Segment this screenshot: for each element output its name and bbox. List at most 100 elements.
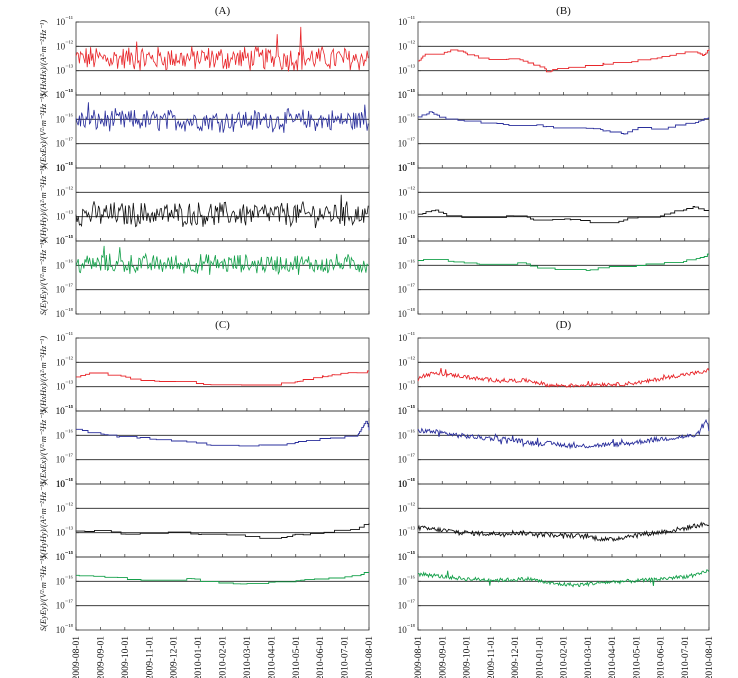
tick-exponent: ⁻¹⁶	[407, 574, 416, 582]
tick-exponent: ⁻¹⁶	[65, 574, 74, 582]
tick-exponent: ⁻¹⁷	[407, 453, 416, 461]
xtick-label: 2010-07-01	[681, 636, 691, 678]
tick-base: 10	[56, 406, 66, 416]
xtick-label: 2010-06-01	[316, 636, 326, 678]
ytick-label: 10⁻¹⁵	[56, 550, 74, 562]
xtick-label: 2010-05-01	[292, 636, 302, 678]
tick-base: 10	[398, 552, 408, 562]
ytick-label: 10⁻¹³	[56, 64, 73, 76]
tick-exponent: ⁻¹⁷	[407, 283, 416, 291]
ytick-label: 10⁻¹¹	[56, 15, 73, 27]
ytick-label: 10⁻¹²	[398, 355, 415, 367]
tick-base: 10	[56, 236, 66, 246]
ytick-label: 10⁻¹⁸	[398, 623, 416, 635]
tick-exponent: ⁻¹⁴	[407, 550, 416, 558]
tick-base: 10	[56, 479, 66, 489]
ylabel: S(ExEx)/(V²·m⁻²Hz⁻¹)	[38, 410, 48, 486]
ytick-label: 10⁻¹⁸	[398, 161, 416, 173]
ytick-label: 10⁻¹²	[56, 39, 73, 51]
tick-exponent: ⁻¹⁶	[407, 258, 416, 266]
tick-exponent: ⁻¹³	[407, 210, 415, 218]
ytick-label: 10⁻¹⁷	[398, 283, 416, 295]
tick-base: 10	[398, 41, 408, 51]
ytick-label: 10⁻¹⁵	[56, 404, 74, 416]
tick-exponent: ⁻¹¹	[65, 477, 73, 485]
subplot-frame	[417, 94, 710, 169]
ytick-label: 10⁻¹⁶	[398, 258, 416, 270]
ytick-label: 10⁻¹⁷	[56, 453, 74, 465]
tick-exponent: ⁻¹¹	[407, 331, 415, 339]
ytick-label: 10⁻¹⁴	[398, 404, 416, 416]
tick-base: 10	[56, 552, 66, 562]
xtick-label: 2009-09-01	[438, 636, 448, 678]
panel-title: (A)	[215, 5, 231, 17]
panel-title: (D)	[556, 319, 572, 331]
subplot-frame	[417, 240, 710, 315]
xtick-label: 2009-10-01	[463, 636, 473, 678]
xtick-label: 2009-11-01	[145, 636, 155, 678]
tick-exponent: ⁻¹¹	[65, 331, 73, 339]
tick-exponent: ⁻¹⁷	[65, 137, 74, 145]
tick-base: 10	[56, 236, 66, 246]
tick-exponent: ⁻¹⁵	[65, 550, 74, 558]
ytick-label: 10⁻¹⁶	[398, 112, 416, 124]
tick-base: 10	[398, 90, 408, 100]
tick-base: 10	[56, 41, 66, 51]
tick-base: 10	[56, 187, 66, 197]
tick-base: 10	[56, 333, 66, 343]
series-line-Hy	[417, 521, 709, 542]
tick-exponent: ⁻¹¹	[407, 15, 415, 23]
xtick-label: 2010-01-01	[535, 636, 545, 678]
xtick-label: 2010-05-01	[632, 636, 642, 678]
tick-exponent: ⁻¹⁷	[407, 137, 416, 145]
xtick-label: 2009-11-01	[487, 636, 497, 678]
tick-base: 10	[56, 576, 66, 586]
panel-b: (B)10⁻¹¹10⁻¹²10⁻¹³10⁻¹⁴10⁻¹⁵10⁻¹⁶10⁻¹⁷10…	[398, 5, 710, 319]
ytick-label: 10⁻¹⁴	[56, 88, 74, 100]
tick-base: 10	[398, 357, 408, 367]
tick-base: 10	[56, 479, 66, 489]
ytick-label: 10⁻¹⁷	[56, 283, 74, 295]
tick-base: 10	[56, 260, 66, 270]
ytick-label: 10⁻¹²	[398, 39, 415, 51]
tick-exponent: ⁻¹⁴	[65, 234, 74, 242]
subplot-frame	[417, 556, 710, 631]
subplot-frame	[417, 167, 710, 242]
ytick-label: 10⁻¹¹	[398, 15, 415, 27]
ytick-label: 10⁻¹⁶	[56, 112, 74, 124]
series-line-Ex	[75, 102, 369, 133]
tick-exponent: ⁻¹⁴	[65, 88, 74, 96]
series-line-Hx	[418, 49, 710, 73]
xtick-label: 2009-12-01	[170, 636, 180, 678]
panel-d: (D)10⁻¹¹10⁻¹²10⁻¹³10⁻¹⁴10⁻¹⁵10⁻¹⁶10⁻¹⁷10…	[398, 319, 715, 678]
series-line-Ey	[418, 253, 709, 271]
series-line-Ey	[417, 569, 710, 588]
xtick-label: 2010-03-01	[584, 636, 594, 678]
tick-exponent: ⁻¹⁵	[407, 404, 416, 412]
ytick-label: 10⁻¹⁵	[398, 404, 416, 416]
ytick-label: 10⁻¹⁵	[56, 88, 74, 100]
ytick-label: 10⁻¹¹	[56, 477, 73, 489]
ytick-label: 10⁻¹⁵	[398, 234, 416, 246]
ytick-label: 10⁻¹³	[56, 210, 73, 222]
xtick-label: 2010-06-01	[657, 636, 667, 678]
tick-base: 10	[56, 66, 66, 76]
ytick-label: 10⁻¹⁸	[398, 307, 416, 319]
tick-base: 10	[56, 382, 66, 392]
tick-exponent: ⁻¹⁵	[65, 404, 74, 412]
ytick-label: 10⁻¹⁶	[56, 574, 74, 586]
tick-base: 10	[398, 333, 408, 343]
tick-exponent: ⁻¹³	[65, 380, 73, 388]
tick-exponent: ⁻¹³	[407, 64, 415, 72]
tick-exponent: ⁻¹²	[407, 185, 415, 193]
xtick-label: 2009-10-01	[121, 636, 131, 678]
xtick-label: 2010-04-01	[608, 636, 618, 678]
tick-exponent: ⁻¹⁸	[407, 623, 416, 631]
ylabel: S(ExEx)/(V²·m⁻²Hz⁻¹)	[38, 94, 48, 170]
tick-exponent: ⁻¹⁷	[407, 599, 416, 607]
